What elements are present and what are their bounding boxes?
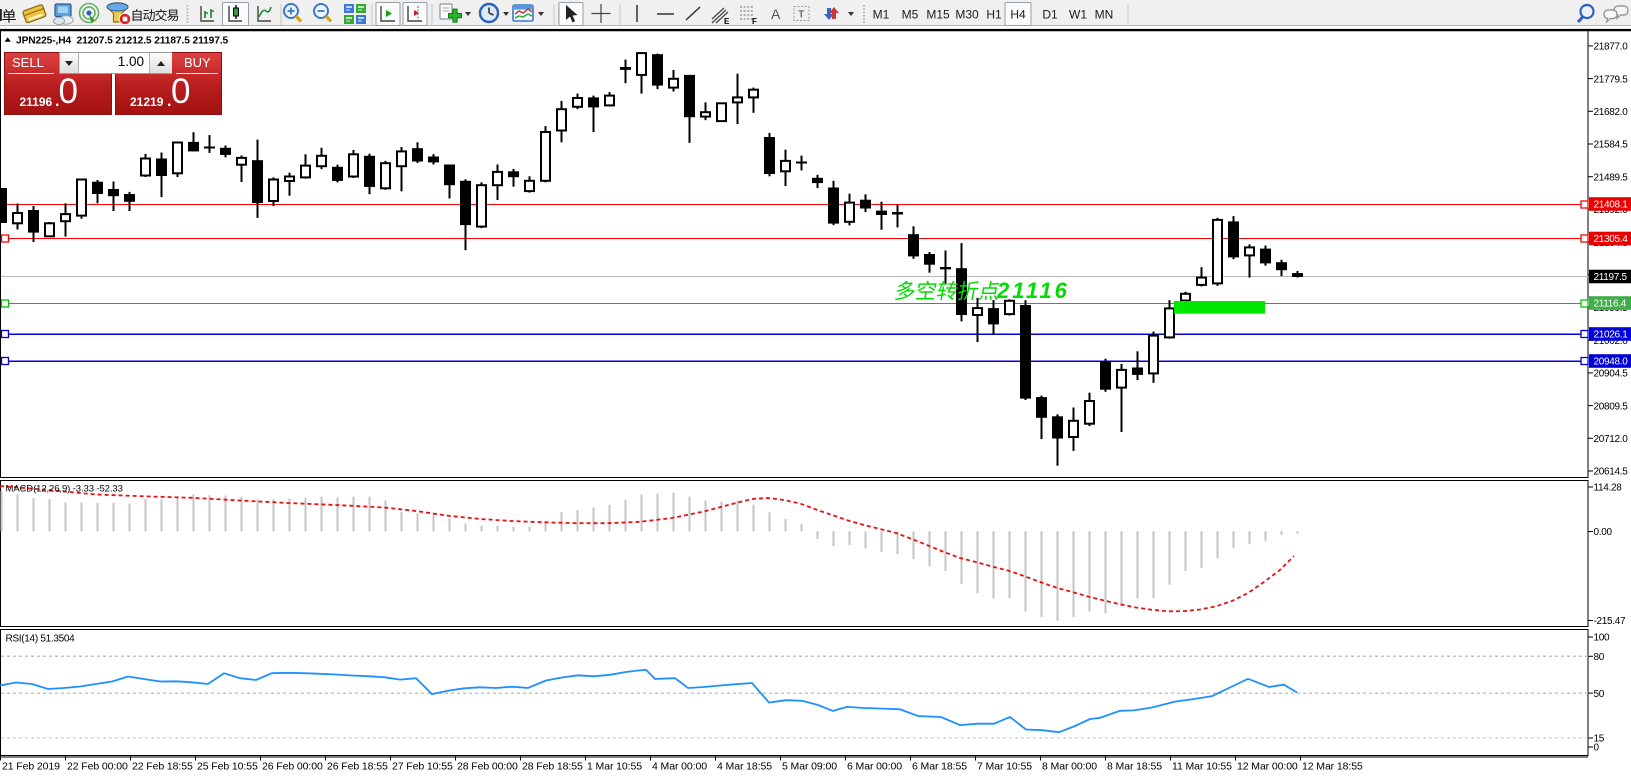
svg-text:21408.1: 21408.1	[1594, 200, 1629, 211]
svg-text:M15: M15	[926, 8, 950, 22]
svg-text:JPN225-,H4 21207.5 21212.5 21: JPN225-,H4 21207.5 21212.5 21187.5 21197…	[16, 36, 229, 47]
svg-text:1 Mar 10:55: 1 Mar 10:55	[587, 761, 642, 773]
svg-text:21682.0: 21682.0	[1594, 107, 1629, 118]
svg-text:0: 0	[1594, 743, 1600, 754]
svg-text:11 Mar 10:55: 11 Mar 10:55	[1172, 761, 1232, 773]
svg-text:114.28: 114.28	[1594, 483, 1623, 494]
svg-text:7 Mar 10:55: 7 Mar 10:55	[977, 761, 1032, 773]
svg-text:21877.0: 21877.0	[1594, 42, 1629, 53]
svg-text:12 Mar 00:00: 12 Mar 00:00	[1237, 761, 1298, 773]
svg-text:MACD(12,26,9) -3.33 -52.33: MACD(12,26,9) -3.33 -52.33	[6, 484, 123, 495]
svg-text:6 Mar 00:00: 6 Mar 00:00	[847, 761, 902, 773]
svg-text:28 Feb 18:55: 28 Feb 18:55	[522, 761, 583, 773]
svg-text:0.00: 0.00	[1594, 527, 1613, 538]
svg-text:6 Mar 18:55: 6 Mar 18:55	[912, 761, 967, 773]
svg-text:F: F	[752, 17, 757, 26]
svg-text:21 Feb 2019: 21 Feb 2019	[2, 761, 60, 773]
svg-text:20948.0: 20948.0	[1594, 357, 1629, 368]
svg-text:27 Feb 10:55: 27 Feb 10:55	[392, 761, 453, 773]
svg-text:M1: M1	[873, 8, 890, 22]
svg-text:21779.5: 21779.5	[1594, 74, 1629, 85]
svg-text:H4: H4	[1010, 8, 1026, 22]
svg-text:22 Feb 18:55: 22 Feb 18:55	[132, 761, 193, 773]
svg-text:H1: H1	[986, 8, 1002, 22]
svg-text:21197.5: 21197.5	[1594, 272, 1628, 283]
svg-text:5 Mar 09:00: 5 Mar 09:00	[782, 761, 837, 773]
svg-text:20809.5: 20809.5	[1594, 401, 1629, 412]
svg-text:21584.5: 21584.5	[1594, 140, 1629, 151]
svg-text:26 Feb 18:55: 26 Feb 18:55	[327, 761, 388, 773]
svg-text:MN: MN	[1095, 8, 1114, 22]
svg-text:20614.5: 20614.5	[1594, 467, 1629, 478]
svg-text:T: T	[798, 9, 805, 21]
svg-text:25 Feb 10:55: 25 Feb 10:55	[197, 761, 258, 773]
svg-text:21002.0: 21002.0	[1594, 336, 1629, 347]
svg-text:20712.0: 20712.0	[1594, 434, 1629, 445]
svg-text:E: E	[724, 17, 730, 26]
svg-text:A: A	[771, 6, 781, 22]
svg-text:M5: M5	[902, 8, 919, 22]
svg-text:12 Mar 18:55: 12 Mar 18:55	[1302, 761, 1363, 773]
svg-text:100: 100	[1594, 633, 1611, 644]
svg-text:28 Feb 00:00: 28 Feb 00:00	[457, 761, 518, 773]
svg-text:26 Feb 00:00: 26 Feb 00:00	[262, 761, 323, 773]
svg-text:21489.5: 21489.5	[1594, 172, 1629, 183]
svg-text:D1: D1	[1042, 8, 1058, 22]
svg-text:8 Mar 18:55: 8 Mar 18:55	[1107, 761, 1162, 773]
svg-text:21026.1: 21026.1	[1594, 330, 1629, 341]
svg-text:15: 15	[1594, 734, 1605, 745]
svg-text:M30: M30	[955, 8, 979, 22]
svg-text:21116.4: 21116.4	[1594, 299, 1627, 310]
svg-text:22 Feb 00:00: 22 Feb 00:00	[67, 761, 128, 773]
svg-text:21305.4: 21305.4	[1594, 234, 1629, 245]
svg-text:4 Mar 18:55: 4 Mar 18:55	[717, 761, 772, 773]
svg-text:RSI(14) 51.3504: RSI(14) 51.3504	[6, 634, 76, 645]
svg-text:4 Mar 00:00: 4 Mar 00:00	[652, 761, 707, 773]
svg-text:50: 50	[1594, 689, 1605, 700]
svg-text:W1: W1	[1069, 8, 1087, 22]
svg-text:8 Mar 00:00: 8 Mar 00:00	[1042, 761, 1097, 773]
svg-text:21116: 21116	[996, 278, 1070, 303]
svg-text:-215.47: -215.47	[1594, 616, 1627, 627]
svg-text:20904.5: 20904.5	[1594, 369, 1629, 380]
svg-text:80: 80	[1594, 652, 1605, 663]
